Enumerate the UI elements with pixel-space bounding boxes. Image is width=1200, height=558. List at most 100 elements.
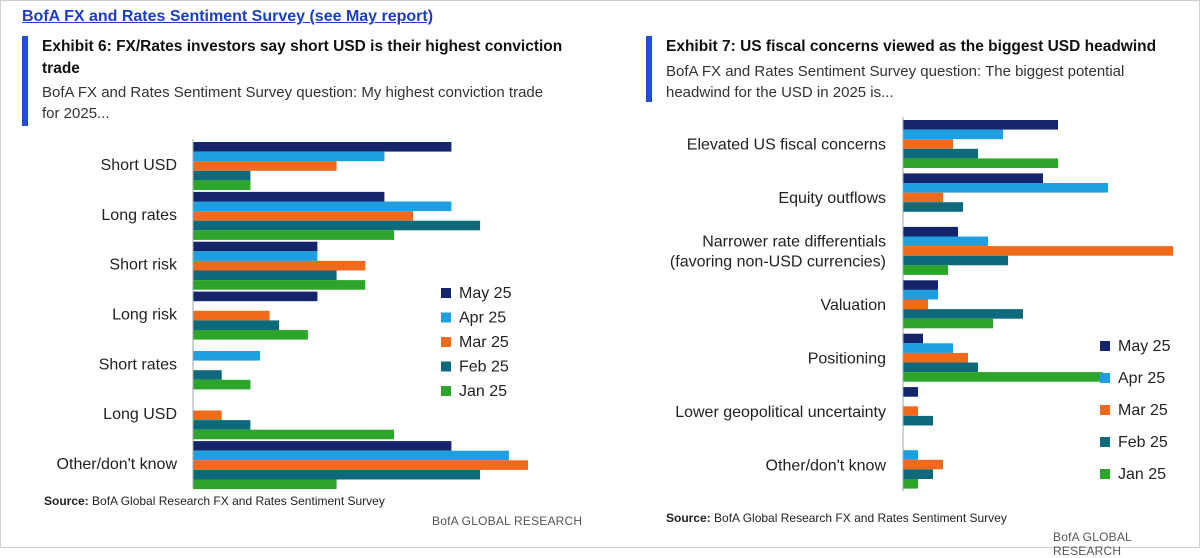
- bar-1-c0-s0: [193, 142, 452, 152]
- legend-label: Feb 25: [459, 359, 509, 376]
- bar-1-c0-s4: [193, 180, 251, 190]
- exhibit-6-header: Exhibit 6: FX/Rates investors say short …: [22, 36, 582, 128]
- category-label: Short rates: [99, 356, 177, 373]
- bar-1-c3-s4: [193, 330, 308, 340]
- exhibit-7-accent-bar: [646, 36, 652, 102]
- category-label: Lower geopolitical uncertainty: [675, 404, 886, 421]
- bar-1-c5-s4: [193, 429, 394, 440]
- bar-2-c5-s0: [903, 387, 918, 397]
- bar-1-c1-s4: [193, 230, 394, 240]
- category-label: Narrower rate differentials: [702, 234, 886, 251]
- bar-2-c6-s4: [903, 479, 918, 489]
- category-label: Valuation: [820, 297, 886, 314]
- bar-2-c6-s1: [903, 450, 918, 460]
- exhibit-6-subtitle-line2: for 2025...: [42, 105, 110, 122]
- bar-2-c0-s3: [903, 148, 978, 159]
- survey-report-link[interactable]: BofA FX and Rates Sentiment Survey (see …: [22, 8, 434, 25]
- category-label: Short USD: [101, 157, 177, 174]
- legend-swatch: [1100, 341, 1110, 351]
- bar-1-c1-s2: [193, 211, 414, 221]
- exhibit-6-title-line1: Exhibit 6: FX/Rates investors say short …: [42, 38, 563, 55]
- legend-label: Mar 25: [1118, 402, 1168, 419]
- bar-2-c1-s0: [903, 173, 1043, 183]
- bar-2-c5-s2: [903, 406, 918, 416]
- legend-label: Jan 25: [1118, 466, 1166, 483]
- legend-swatch: [441, 312, 451, 323]
- bar-2-c3-s1: [903, 289, 938, 300]
- bar-2-c2-s0: [903, 226, 958, 237]
- bar-1-c2-s0: [193, 241, 318, 252]
- bar-1-c4-s1: [193, 351, 260, 361]
- bar-2-c0-s0: [903, 120, 1058, 130]
- bar-1-c1-s1: [193, 201, 452, 212]
- bar-2-c2-s4: [903, 265, 948, 275]
- bar-2-c2-s1: [903, 236, 988, 247]
- category-label: Elevated US fiscal concerns: [687, 137, 886, 154]
- exhibit-7-subtitle-line2: headwind for the USD in 2025 is...: [666, 84, 894, 101]
- legend-label: Mar 25: [459, 334, 509, 351]
- legend-swatch: [441, 288, 451, 298]
- exhibit-7-brand: BofA GLOBAL RESEARCH: [1053, 530, 1132, 558]
- exhibit-7-header: Exhibit 7: US fiscal concerns viewed as …: [646, 36, 1186, 106]
- bar-2-c4-s0: [903, 333, 923, 344]
- bar-2-c4-s3: [903, 362, 978, 373]
- exhibit-7-source-text: BofA Global Research FX and Rates Sentim…: [710, 511, 1007, 525]
- bar-2-c0-s4: [903, 158, 1058, 168]
- exhibit-6-brand: BofA GLOBAL RESEARCH: [432, 514, 583, 528]
- bar-2-c4-s4: [903, 372, 1103, 382]
- legend-swatch: [1100, 373, 1110, 383]
- bar-2-c1-s1: [903, 183, 1108, 193]
- exhibit-6-subtitle-line1: BofA FX and Rates Sentiment Survey quest…: [42, 84, 544, 101]
- bar-2-c3-s2: [903, 299, 928, 310]
- bar-2-c2-s2: [903, 246, 1173, 256]
- legend-label: Apr 25: [459, 310, 506, 327]
- bar-2-c2-s3: [903, 255, 1008, 266]
- bar-1-c3-s3: [193, 320, 280, 330]
- bar-1-c3-s2: [193, 310, 270, 321]
- bar-1-c1-s3: [193, 220, 481, 231]
- bar-1-c4-s3: [193, 370, 222, 380]
- bar-1-c3-s0: [193, 291, 318, 302]
- exhibit-6-source-text: BofA Global Research FX and Rates Sentim…: [88, 494, 385, 508]
- bar-1-c4-s4: [193, 379, 251, 390]
- bar-1-c0-s3: [193, 170, 251, 181]
- bar-1-c6-s3: [193, 469, 481, 480]
- legend-swatch: [1100, 469, 1110, 479]
- category-label: Other/don't know: [766, 457, 887, 474]
- bar-2-c0-s1: [903, 129, 1003, 140]
- exhibit-6-source-label: Source:: [44, 494, 89, 508]
- exhibit-6-title-line2: trade: [42, 60, 80, 77]
- bar-1-c6-s0: [193, 441, 452, 451]
- bar-2-c3-s0: [903, 280, 938, 290]
- category-label: (favoring non-USD currencies): [670, 254, 886, 271]
- exhibit-7-subtitle-line1: BofA FX and Rates Sentiment Survey quest…: [666, 63, 1125, 80]
- exhibit-7-title: Exhibit 7: US fiscal concerns viewed as …: [666, 38, 1157, 55]
- legend-label: Apr 25: [1118, 370, 1165, 387]
- bar-1-c0-s2: [193, 161, 337, 171]
- category-label: Long risk: [112, 307, 178, 324]
- exhibit-6-accent-bar: [22, 36, 28, 126]
- bar-1-c0-s1: [193, 151, 385, 162]
- bar-2-c3-s4: [903, 318, 993, 329]
- bar-1-c2-s4: [193, 280, 366, 290]
- bar-1-c6-s4: [193, 479, 337, 490]
- bar-1-c5-s2: [193, 410, 222, 421]
- exhibit-6-source: Source: BofA Global Research FX and Rate…: [44, 494, 385, 508]
- bar-1-c6-s2: [193, 460, 528, 470]
- exhibit-7-source: Source: BofA Global Research FX and Rate…: [666, 511, 1007, 525]
- category-label: Equity outflows: [778, 190, 886, 207]
- bar-1-c5-s3: [193, 420, 251, 430]
- legend-label: May 25: [1118, 338, 1171, 355]
- bar-2-c6-s3: [903, 469, 933, 479]
- legend-label: May 25: [459, 285, 512, 302]
- bar-2-c3-s3: [903, 309, 1023, 319]
- bar-1-c6-s1: [193, 450, 509, 461]
- bar-1-c2-s3: [193, 270, 337, 281]
- bar-2-c4-s2: [903, 352, 968, 363]
- category-label: Other/don't know: [57, 456, 178, 473]
- legend-label: Jan 25: [459, 383, 507, 400]
- exhibit-7-source-label: Source:: [666, 511, 711, 525]
- category-label: Short risk: [109, 257, 178, 274]
- bar-2-c5-s3: [903, 415, 933, 426]
